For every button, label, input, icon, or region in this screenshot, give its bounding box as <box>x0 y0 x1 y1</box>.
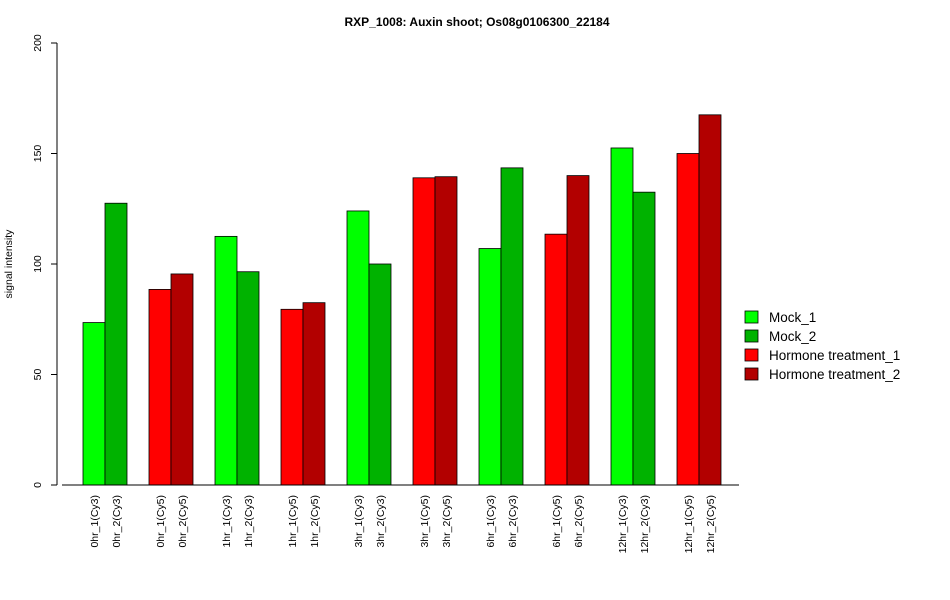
bar <box>104 202 128 486</box>
y-axis-label: signal intensity <box>3 229 15 299</box>
x-tick-label: 0hr_2(Cy3) <box>111 495 123 548</box>
x-tick-label: 3hr_1(Cy5) <box>419 495 431 548</box>
x-tick-label: 3hr_1(Cy3) <box>353 495 365 548</box>
x-tick-label: 3hr_2(Cy3) <box>375 495 387 548</box>
x-axis-labels: 0hr_1(Cy3) 0hr_2(Cy3) 0hr_1(Cy5) 0hr_2(Cy5)… <box>89 495 717 553</box>
bar <box>544 233 568 486</box>
bar <box>676 153 700 486</box>
bar <box>214 235 238 486</box>
bar <box>148 289 172 486</box>
legend-swatch <box>744 348 759 362</box>
legend-label: Mock_2 <box>769 329 816 344</box>
y-tick-label: 150 <box>32 145 44 163</box>
x-tick-label: 1hr_1(Cy5) <box>287 495 299 548</box>
x-tick-label: 0hr_1(Cy3) <box>89 495 101 548</box>
bar <box>566 175 590 486</box>
y-tick-label: 50 <box>32 369 44 381</box>
x-tick-label: 12hr_2(Cy5) <box>705 495 717 553</box>
x-tick-label: 3hr_2(Cy5) <box>441 495 453 548</box>
legend-swatch <box>744 310 759 324</box>
bar <box>698 114 722 486</box>
legend-swatch <box>744 329 759 343</box>
x-tick-label: 1hr_2(Cy3) <box>243 495 255 548</box>
bar <box>412 177 436 486</box>
plot-area <box>62 114 739 486</box>
chart-title: RXP_1008: Auxin shoot; Os08g0106300_2218… <box>344 15 609 29</box>
legend-label: Mock_1 <box>769 310 816 325</box>
bar <box>280 308 304 486</box>
x-tick-label: 12hr_2(Cy3) <box>639 495 651 553</box>
x-tick-label: 6hr_1(Cy3) <box>485 495 497 548</box>
legend-swatch <box>744 367 759 381</box>
bar <box>368 263 392 486</box>
y-tick-label: 0 <box>32 482 44 488</box>
bar <box>478 248 502 486</box>
x-tick-label: 1hr_1(Cy3) <box>221 495 233 548</box>
y-tick-label: 100 <box>32 255 44 273</box>
bar <box>82 322 106 486</box>
bar <box>346 210 370 486</box>
x-tick-label: 12hr_1(Cy3) <box>617 495 629 553</box>
x-tick-label: 1hr_2(Cy5) <box>309 495 321 548</box>
bar <box>610 147 634 486</box>
legend-label: Hormone treatment_1 <box>769 348 900 363</box>
x-tick-label: 6hr_2(Cy5) <box>573 495 585 548</box>
y-axis: 0 50 100 150 200 <box>32 34 58 488</box>
legend-label: Hormone treatment_2 <box>769 367 900 382</box>
x-tick-label: 6hr_2(Cy3) <box>507 495 519 548</box>
bar <box>632 191 656 486</box>
bar <box>302 302 326 486</box>
legend: Mock_1 Mock_2 Hormone treatment_1 Hormone t… <box>744 310 900 382</box>
bar <box>170 273 194 486</box>
x-tick-label: 0hr_2(Cy5) <box>177 495 189 548</box>
x-tick-label: 12hr_1(Cy5) <box>683 495 695 553</box>
x-tick-label: 6hr_1(Cy5) <box>551 495 563 548</box>
bar <box>434 176 458 486</box>
x-tick-label: 0hr_1(Cy5) <box>155 495 167 548</box>
bar <box>500 167 524 486</box>
y-tick-label: 200 <box>32 34 44 52</box>
bar <box>236 271 260 486</box>
